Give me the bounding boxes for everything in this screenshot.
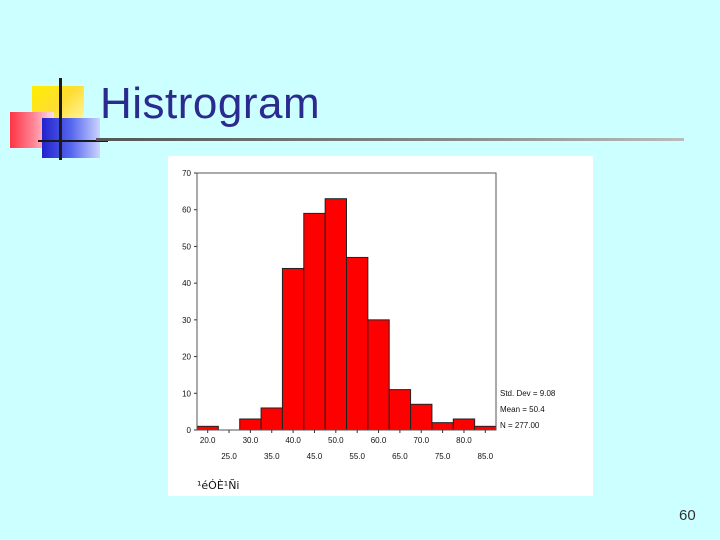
y-tick-label: 40 bbox=[182, 279, 191, 288]
x-tick-label: 25.0 bbox=[221, 452, 237, 461]
x-axis: 20.0 30.0 40.0 50.0 60.0 70.0 80.0 25.0 35.0 45.0… bbox=[200, 430, 494, 461]
histogram-bar bbox=[474, 425, 497, 431]
histogram-bar bbox=[367, 319, 390, 431]
x-tick-label: 70.0 bbox=[413, 436, 429, 445]
stat-n: N = 277.00 bbox=[500, 421, 540, 430]
histogram-bar bbox=[410, 403, 433, 431]
histogram-bar bbox=[324, 198, 347, 431]
histogram-bar bbox=[303, 212, 326, 431]
histogram-bar bbox=[260, 407, 283, 431]
x-tick-label: 45.0 bbox=[307, 452, 323, 461]
histogram-bar bbox=[346, 256, 369, 431]
histogram-bars bbox=[196, 198, 497, 431]
title-underline bbox=[96, 138, 684, 141]
plot-frame bbox=[196, 172, 497, 431]
y-tick-label: 60 bbox=[182, 206, 191, 215]
y-tick-label: 50 bbox=[182, 242, 191, 251]
histogram-bar bbox=[196, 425, 219, 431]
slide-logo-decoration bbox=[0, 0, 110, 165]
x-tick-label: 50.0 bbox=[328, 436, 344, 445]
x-tick-label: 65.0 bbox=[392, 452, 408, 461]
page-number: 60 bbox=[679, 507, 696, 524]
x-tick-label: 55.0 bbox=[349, 452, 365, 461]
stat-std-dev: Std. Dev = 9.08 bbox=[500, 389, 556, 398]
x-tick-label: 20.0 bbox=[200, 436, 216, 445]
x-tick-label: 35.0 bbox=[264, 452, 280, 461]
y-tick-label: 10 bbox=[182, 389, 191, 398]
x-tick-label: 85.0 bbox=[478, 452, 494, 461]
logo-horizontal-line bbox=[38, 140, 108, 142]
histogram-panel: 0 10 20 30 40 50 60 70 20.0 30.0 40.0 50.0 60.0 70.0… bbox=[168, 156, 593, 496]
y-axis: 0 10 20 30 40 50 60 70 bbox=[182, 169, 197, 435]
slide-title: Histrogram bbox=[100, 79, 321, 128]
histogram-bar bbox=[281, 267, 305, 431]
stat-mean: Mean = 50.4 bbox=[500, 405, 545, 414]
logo-vertical-line bbox=[59, 78, 62, 160]
histogram-chart: 0 10 20 30 40 50 60 70 20.0 30.0 40.0 50.0 60.0 70.0… bbox=[182, 169, 556, 492]
x-axis-label: ¹éÓÈ¹Ñi bbox=[197, 479, 239, 492]
x-tick-label: 60.0 bbox=[371, 436, 387, 445]
x-tick-label: 75.0 bbox=[435, 452, 451, 461]
histogram-bar bbox=[239, 418, 262, 431]
y-tick-label: 20 bbox=[182, 353, 191, 362]
x-tick-label: 40.0 bbox=[285, 436, 301, 445]
histogram-bar bbox=[388, 389, 412, 431]
histogram-bar bbox=[452, 418, 476, 431]
histogram-bar bbox=[431, 422, 454, 431]
y-tick-label: 70 bbox=[182, 169, 191, 178]
y-tick-label: 0 bbox=[187, 426, 192, 435]
x-tick-label: 30.0 bbox=[243, 436, 259, 445]
x-tick-label: 80.0 bbox=[456, 436, 472, 445]
y-tick-label: 30 bbox=[182, 316, 191, 325]
blue-square bbox=[42, 118, 100, 158]
